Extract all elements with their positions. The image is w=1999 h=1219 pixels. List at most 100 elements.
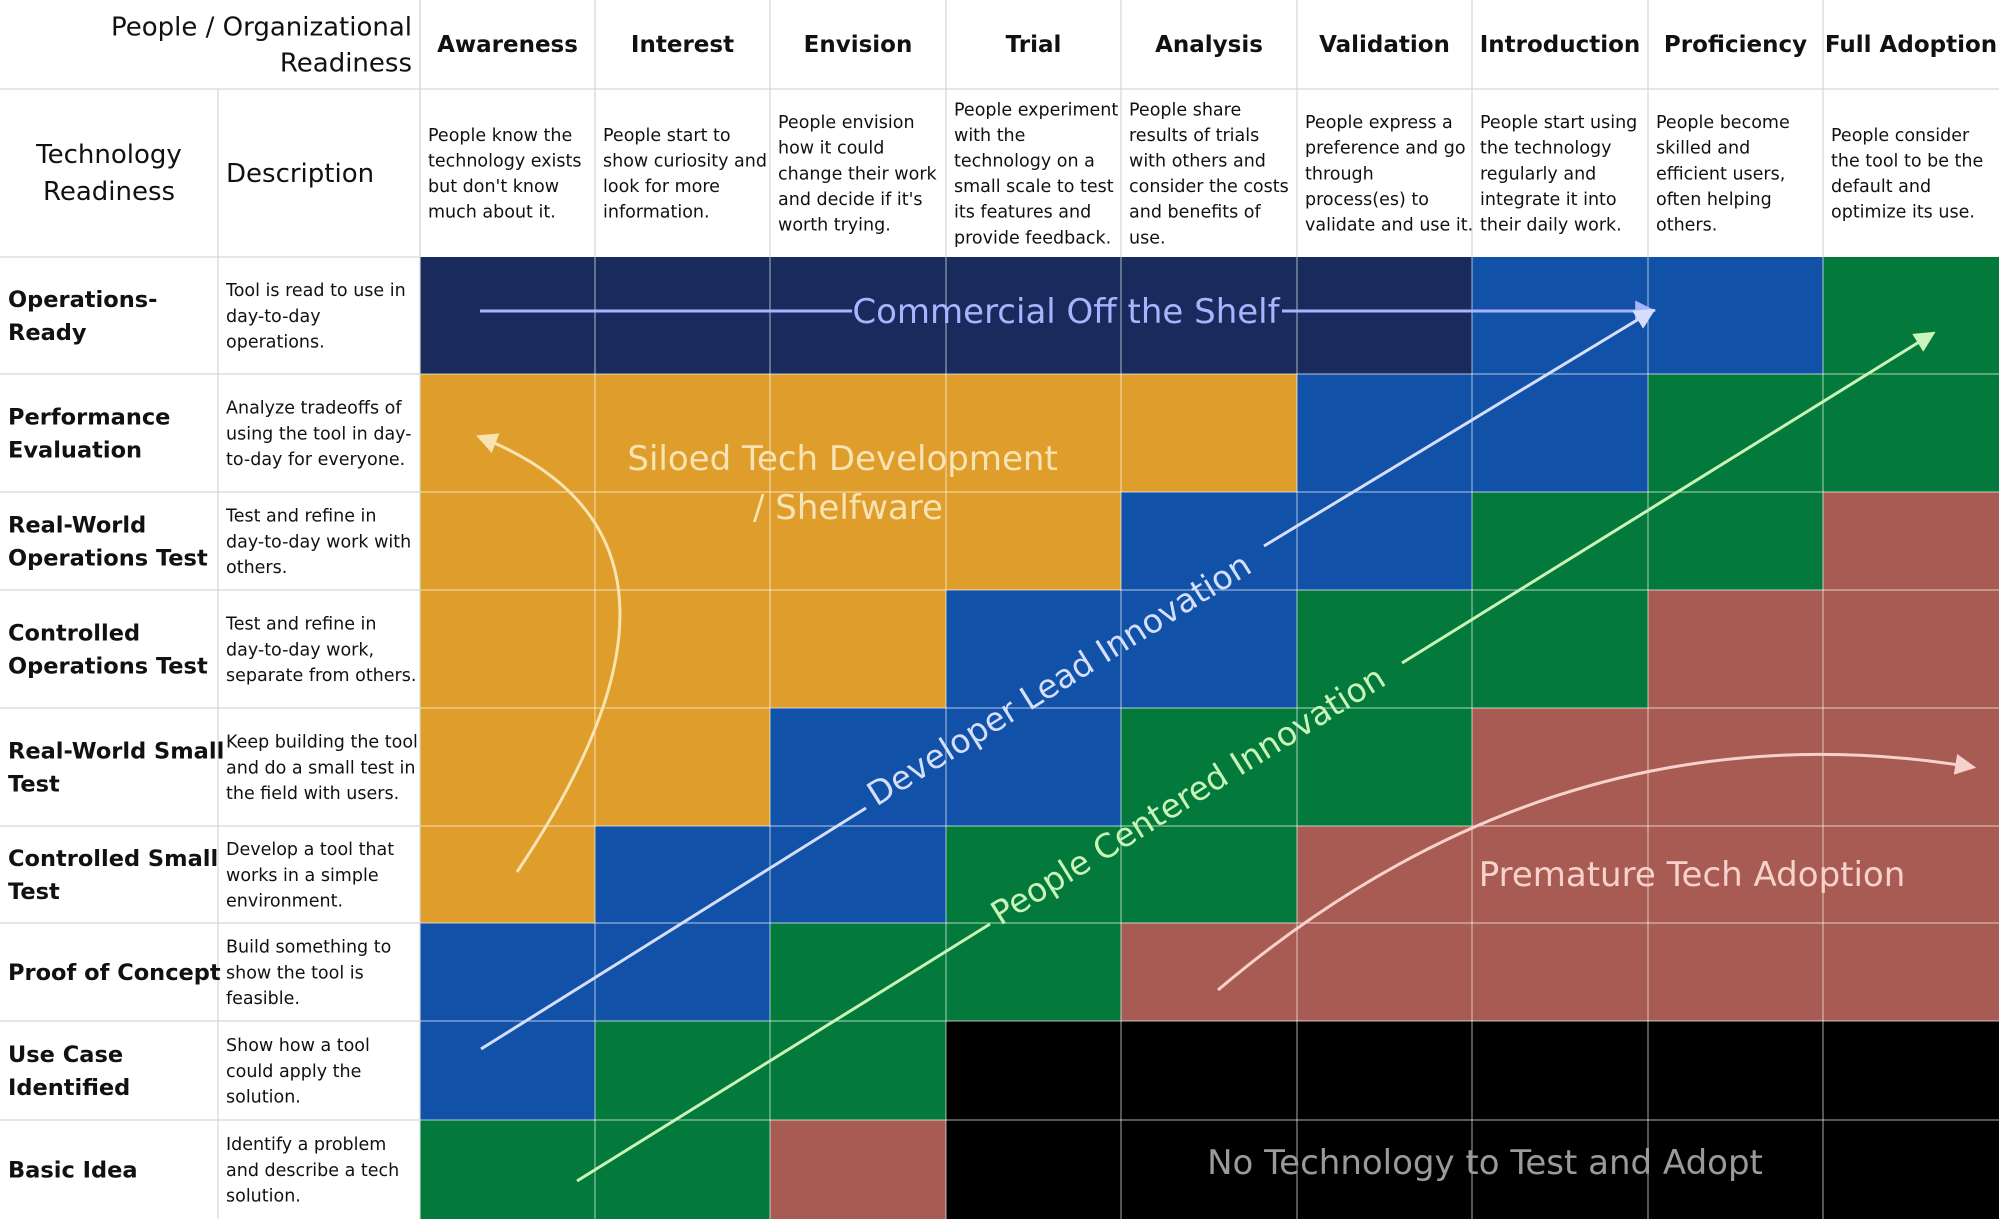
stage-description-line-6: provide feedback. [954,228,1111,248]
zone-cell [1648,590,1823,708]
stage-descriptions: People know the technology exists but don'… [428,100,1983,248]
stage-header: Validation [1319,32,1450,58]
zone-cells [420,257,1999,1219]
stage-description: People consider the tool to be the default… [1831,126,1983,223]
stage-description: People envision how it could change their … [778,113,938,235]
level-description-line-2: day-to-day [226,307,321,327]
zone-cell [1823,1120,1999,1219]
zone-cell [1472,257,1648,374]
stage-description-line-2: the tool to be the [1831,152,1983,172]
zone-cell [595,257,770,374]
stage-header: Full Adoption [1825,32,1997,58]
stage-description-line-4: information. [603,203,710,223]
zone-cell [1648,923,1823,1021]
zone-cell [595,708,770,826]
level-name: Performance Evaluation [8,405,170,464]
level-description: Develop a tool that works in a simple envi… [226,840,394,911]
people-readiness-label-line-1: People / Organizational [111,12,412,42]
zone-cell [946,374,1121,492]
level-name: Real-World Operations Test [8,513,208,572]
zone-cell [1121,1021,1297,1120]
level-name-line-1: Basic Idea [8,1158,138,1184]
zone-cell [595,826,770,923]
level-description-line-1: Build something to [226,938,391,958]
zone-cell [1297,1120,1472,1219]
zone-cell [420,708,595,826]
level-description-line-1: Tool is read to use in [225,281,406,301]
zone-cell [420,826,595,923]
zone-cell [770,590,946,708]
stage-description-line-5: their daily work. [1480,216,1622,236]
developer-arrow-lower [480,806,867,1051]
zone-cell [420,1021,595,1120]
zone-cell [420,590,595,708]
zone-cell [1121,826,1297,923]
developer-arrow-upper [1263,308,1656,548]
stage-description-line-3: through [1305,164,1374,184]
zone-cell [1823,923,1999,1021]
zone-cell [1297,492,1472,590]
zone-cell [595,1021,770,1120]
stage-description-line-1: People consider [1831,126,1970,146]
stage-header: Introduction [1480,32,1641,58]
zone-cell [1297,257,1472,374]
level-name-line-1: Real-World Small [8,739,224,765]
level-description-line-1: Develop a tool that [226,840,394,860]
zone-cell [770,708,946,826]
technology-readiness-label: Technology Readiness [35,140,182,207]
level-description-line-1: Keep building the tool [226,733,418,753]
stage-description-line-4: integrate it into [1480,190,1617,210]
stage-description-line-3: look for more [603,177,720,197]
stage-description: People know the technology exists but don'… [428,126,582,223]
zone-cell [1823,374,1999,492]
level-description-line-1: Show how a tool [226,1036,370,1056]
stage-description-line-2: skilled and [1656,139,1750,159]
technology-readiness-label-line-2: Readiness [43,177,175,207]
level-name: Real-World Small Test [8,739,224,798]
stage-description-line-4: often helping [1656,190,1772,210]
zone-cell [1648,1120,1823,1219]
stage-description-line-1: People envision [778,113,915,133]
zone-cell [1472,374,1648,492]
zone-cell [770,374,946,492]
zone-cell [1472,1021,1648,1120]
stage-description-line-3: but don't know [428,177,559,197]
level-description-line-3: others. [226,558,287,578]
level-name-line-1: Controlled Small [8,846,218,872]
zone-cell [1648,257,1823,374]
level-description-line-3: solution. [226,1186,301,1206]
level-description-line-2: day-to-day work, [226,640,374,660]
stage-description-line-3: with others and [1129,152,1266,172]
stage-description-line-5: and benefits of [1129,203,1261,223]
level-name-line-1: Performance [8,405,170,431]
people-readiness-label: People / Organizational Readiness [111,12,412,78]
zone-cell [595,923,770,1021]
stage-description-line-5: its features and [954,203,1091,223]
level-description: Keep building the tool and do a small tes… [226,733,418,804]
zone-cell [1472,826,1648,923]
zone-cell [770,492,946,590]
level-description-line-2: works in a simple [226,866,379,886]
zone-cell [1823,590,1999,708]
zone-cell [1472,923,1648,1021]
stage-description-line-2: how it could [778,139,884,159]
stage-header: Interest [631,32,734,58]
siloed-label-line-2: / Shelfware [753,488,943,528]
commercial-label: Commercial Off the Shelf [852,292,1280,332]
technology-readiness-label-line-1: Technology [35,140,182,170]
stage-description-line-4: small scale to test [954,177,1114,197]
level-description-line-3: to-day for everyone. [226,450,405,470]
zone-cell [770,826,946,923]
people-arrow-lower [576,922,991,1183]
stage-header: Envision [804,32,913,58]
level-description-line-1: Analyze tradeoffs of [226,399,402,419]
siloed-arrow [476,433,622,873]
zone-cell [1121,708,1297,826]
stage-description-line-2: results of trials [1129,126,1259,146]
stage-header: Analysis [1155,32,1263,58]
stage-description-line-2: technology exists [428,152,582,172]
siloed-label-line-1: Siloed Tech Development [627,439,1057,479]
level-description-line-2: day-to-day work with [226,532,411,552]
zone-cell [1297,1021,1472,1120]
